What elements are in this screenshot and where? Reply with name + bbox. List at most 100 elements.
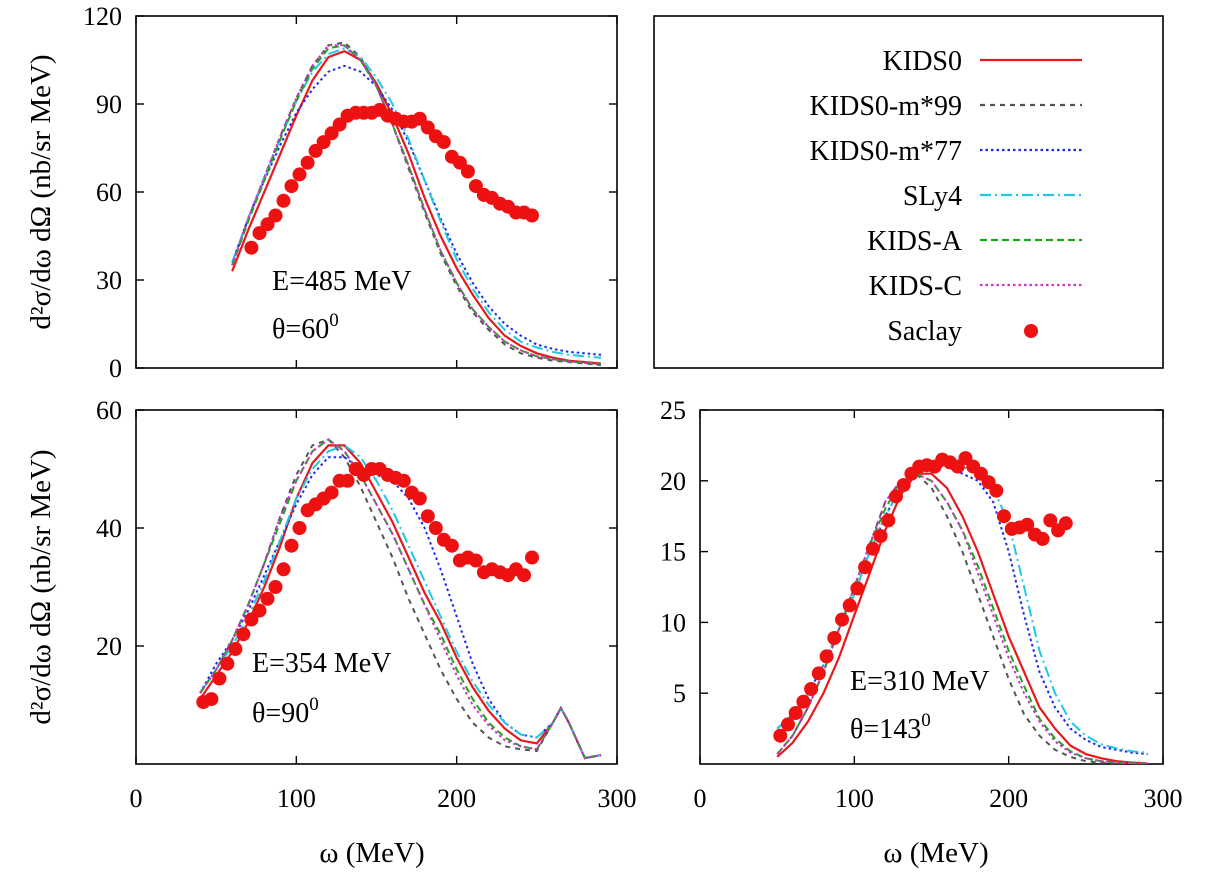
saclay-point [268, 208, 283, 223]
saclay-point [204, 692, 219, 707]
x-axis-label-left: ω (MeV) [319, 837, 424, 869]
saclay-point [773, 728, 788, 743]
saclay-point [804, 682, 819, 696]
saclay-point [811, 666, 826, 681]
series-line-kids-a [231, 44, 602, 366]
saclay-point [284, 538, 299, 553]
y-tick-label: 90 [96, 90, 122, 119]
saclay-point [436, 135, 451, 150]
annotation-angle-text: θ=143 [850, 714, 921, 745]
y-tick-label: 20 [96, 632, 122, 661]
saclay-point [300, 155, 315, 170]
saclay-point [284, 179, 299, 194]
saclay-point [1043, 513, 1058, 528]
saclay-point [244, 612, 259, 627]
series-line-kids0-m-99 [776, 472, 1148, 764]
saclay-point [1020, 517, 1035, 532]
saclay-point [1035, 531, 1050, 546]
annotation-energy-bottom-right: E=310 MeV [850, 666, 989, 697]
y-tick-label: 30 [96, 266, 122, 295]
y-axis-label-top: d²σ/dω dΩ (nb/sr MeV) [25, 54, 57, 329]
plot-top-left [231, 41, 602, 367]
saclay-point [260, 591, 275, 606]
series-line-kids0-m-77 [776, 465, 1148, 756]
saclay-point [252, 603, 267, 618]
annotation-angle-text: θ=60 [272, 314, 329, 345]
saclay-point [460, 164, 475, 179]
y-tick-label: 5 [673, 679, 686, 708]
series-line-kids-c [231, 44, 602, 366]
plot-bottom-left [196, 438, 602, 760]
saclay-point [997, 509, 1011, 524]
legend: KIDS0 KIDS0-m*99 KIDS0-m*77 SLy4 KIDS-A KIDS-… [810, 46, 1082, 347]
saclay-point [444, 538, 459, 553]
series-line-kids-c [776, 472, 1148, 764]
x-tick-label: 0 [130, 784, 143, 813]
legend-label: KIDS0-m*77 [810, 136, 962, 167]
panel-top-left-frame [135, 15, 618, 369]
saclay-point [420, 509, 435, 524]
legend-label: KIDS-C [869, 271, 962, 302]
x-tick-label: 0 [694, 784, 707, 813]
saclay-point [220, 656, 235, 671]
saclay-point [827, 631, 842, 645]
annotation-angle-bottom-right: θ=1430 [850, 710, 931, 745]
series-line-kids-c [199, 438, 602, 760]
panel-bottom-left-frame [135, 409, 618, 765]
saclay-point [525, 208, 539, 223]
saclay-point [340, 473, 355, 488]
plot-bottom-right [773, 451, 1148, 764]
panel-bottom-right-frame [699, 409, 1164, 765]
saclay-point [989, 483, 1004, 498]
annotation-energy-top-left: E=485 MeV [272, 266, 411, 297]
legend-marker-saclay [1024, 324, 1038, 338]
x-tick-label: 200 [437, 784, 476, 813]
saclay-point [858, 560, 873, 575]
legend-label: Saclay [887, 316, 962, 347]
saclay-point [835, 612, 849, 627]
saclay-point [796, 694, 811, 709]
saclay-point [276, 193, 291, 208]
saclay-point [1058, 516, 1073, 531]
annotation-angle-superscript: 0 [329, 310, 339, 331]
saclay-point [788, 706, 803, 720]
x-axis-label-right: ω (MeV) [883, 837, 988, 869]
y-tick-label: 40 [96, 514, 122, 543]
saclay-point [212, 671, 227, 686]
saclay-point [396, 473, 411, 488]
x-tick-label: 100 [277, 784, 316, 813]
x-tick-label: 200 [989, 784, 1028, 813]
saclay-point [517, 568, 531, 583]
saclay-point [881, 513, 896, 528]
saclay-point [896, 478, 911, 492]
series-line-sly4 [776, 461, 1148, 754]
annotation-angle-superscript: 0 [921, 710, 931, 731]
saclay-point [244, 240, 259, 255]
saclay-point [468, 553, 483, 568]
axis-ticks: 0 30 60 90 120 20 40 60 0 100 200 300 5 10 15 20 25 0 100 2… [83, 2, 1183, 813]
series-line-sly4 [199, 444, 602, 760]
y-tick-label: 0 [109, 354, 122, 383]
series-line-sly4 [231, 47, 602, 359]
series-line-kids0-m-77 [231, 64, 602, 356]
y-tick-label: 60 [96, 396, 122, 425]
saclay-point [412, 491, 427, 506]
saclay-point [268, 580, 283, 594]
saclay-point [819, 649, 834, 664]
legend-label: KIDS0 [883, 46, 962, 77]
annotation-angle-text: θ=90 [252, 698, 309, 729]
y-tick-label: 15 [660, 538, 686, 567]
saclay-point [781, 717, 795, 732]
legend-label: SLy4 [903, 181, 962, 212]
saclay-point [842, 598, 857, 613]
y-axis-label-bottom: d²σ/dω dΩ (nb/sr MeV) [25, 449, 57, 724]
y-tick-label: 120 [83, 2, 122, 31]
legend-box [653, 15, 1164, 369]
saclay-point [850, 581, 865, 596]
legend-label: KIDS-A [867, 226, 963, 257]
series-line-kids0 [199, 444, 602, 760]
series-line-kids0 [231, 49, 602, 365]
annotation-energy-bottom-left: E=354 MeV [252, 648, 391, 679]
saclay-point [525, 550, 539, 565]
